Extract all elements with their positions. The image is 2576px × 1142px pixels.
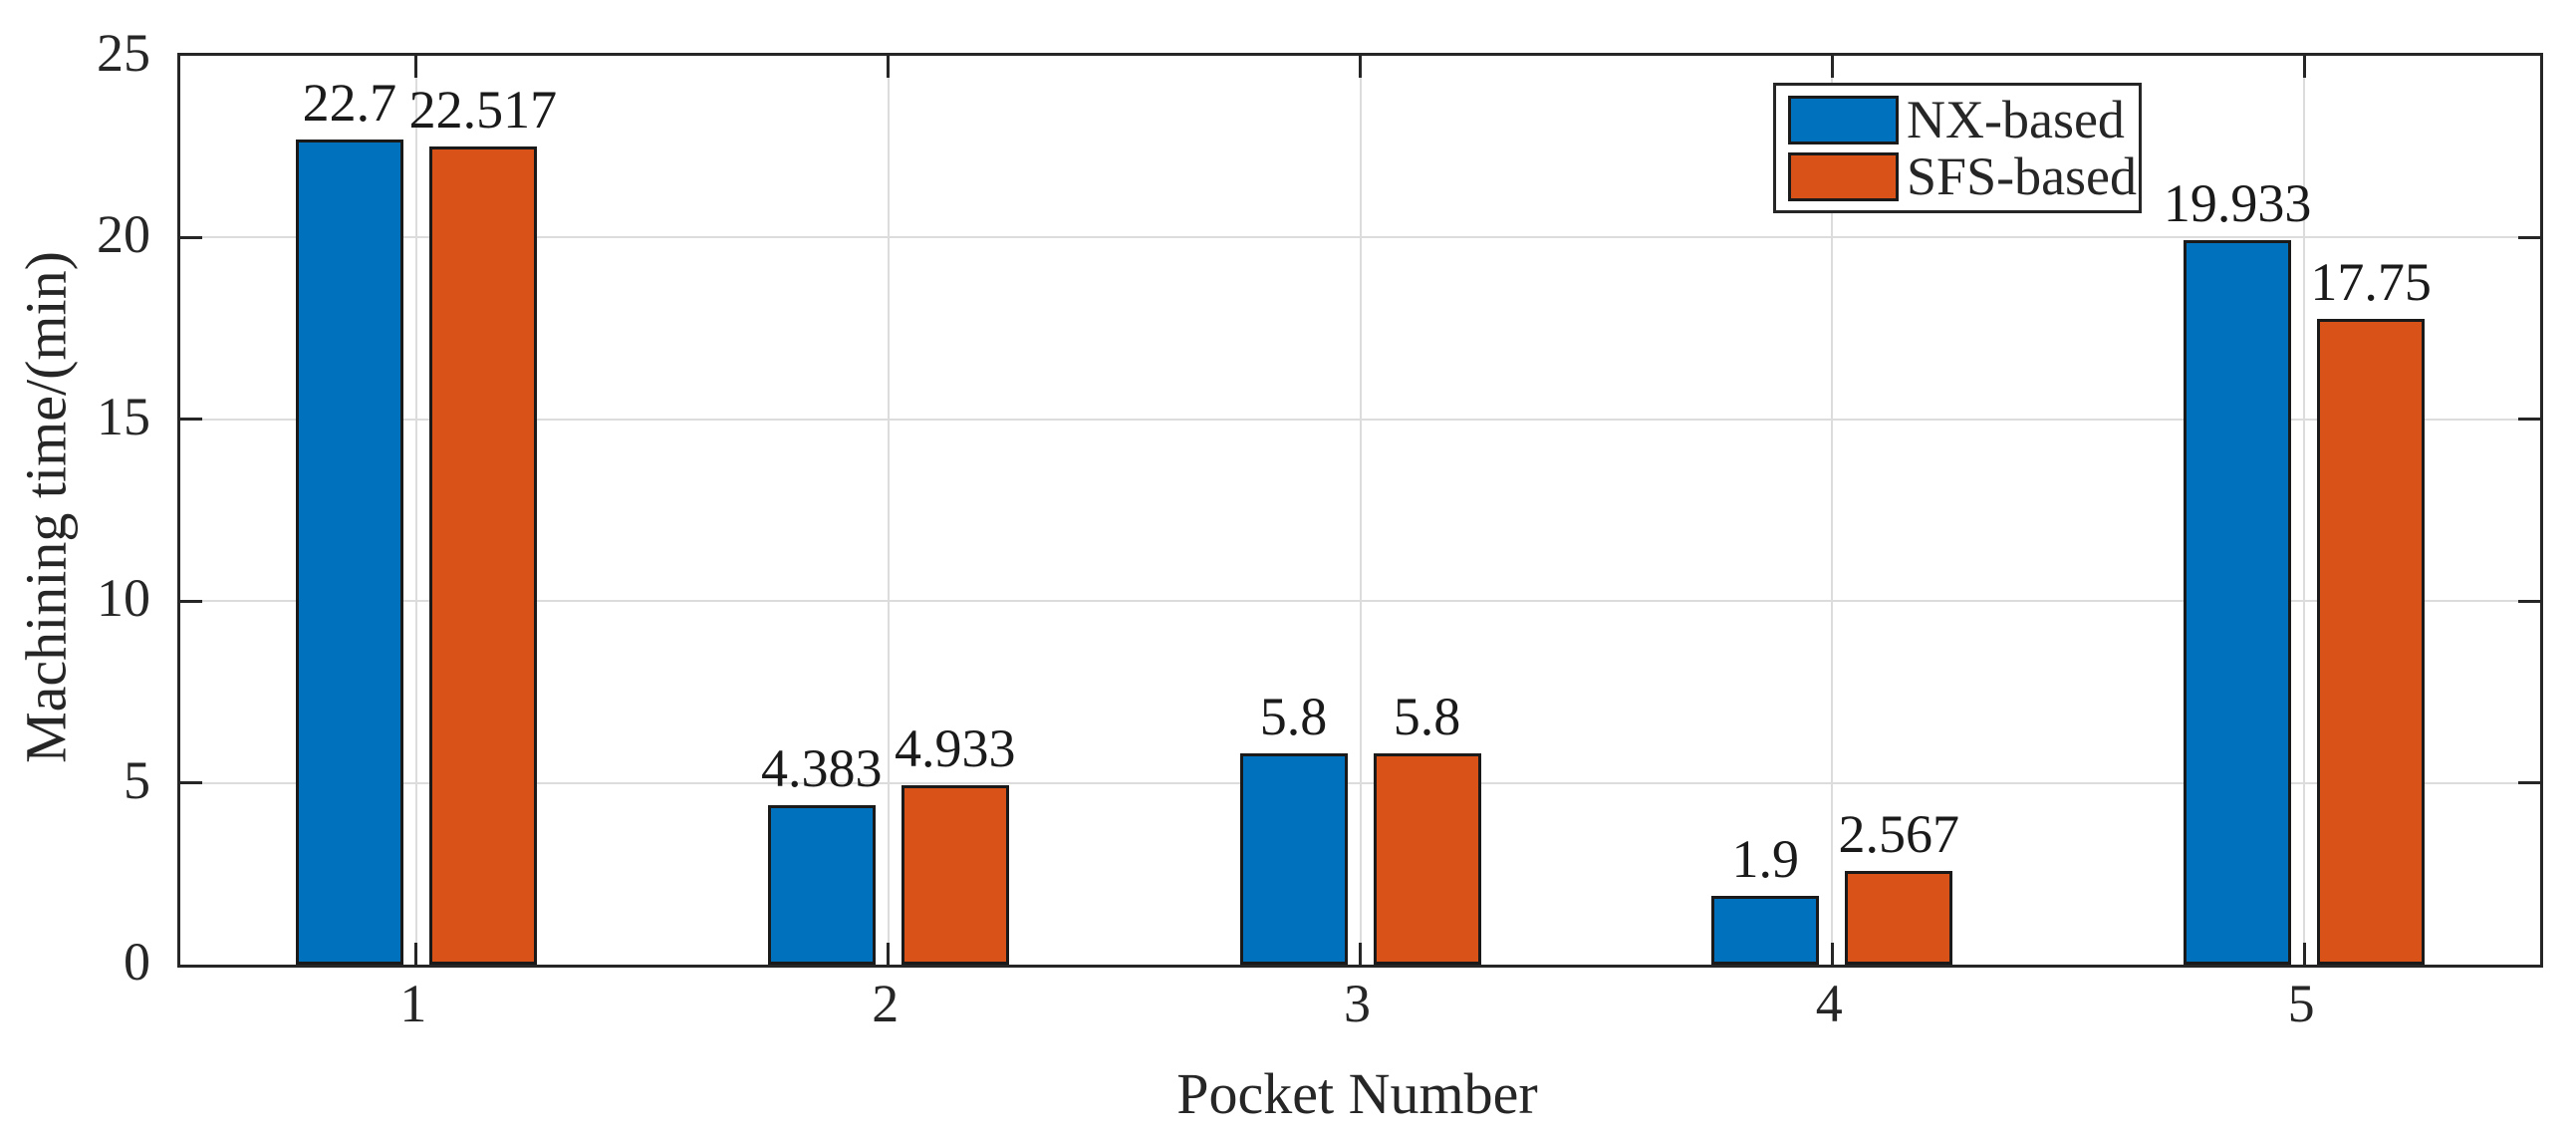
x-tick-top (2302, 56, 2306, 78)
y-tick-label: 5 (124, 749, 150, 810)
x-tick-top (1830, 56, 1834, 78)
y-tick-right (2518, 781, 2540, 785)
x-tick-top (887, 56, 891, 78)
y-tick-label: 20 (97, 204, 150, 265)
y-tick-label: 15 (97, 386, 150, 446)
x-tick-label: 2 (872, 974, 900, 1033)
bar-sfs-based-pocket-5 (2317, 319, 2426, 965)
x-tick-label: 5 (2287, 974, 2315, 1033)
x-tick-top (1359, 56, 1362, 78)
y-tick-left (180, 418, 202, 422)
x-tick-bottom (414, 943, 418, 965)
legend-label-sfs-based: SFS-based (1907, 146, 2138, 206)
x-gridline (2303, 56, 2306, 965)
bar-nx-based-pocket-3 (1239, 753, 1348, 965)
bar-value-label: 2.567 (1838, 804, 1960, 865)
bar-nx-based-pocket-4 (1711, 895, 1820, 965)
bar-value-label: 4.933 (894, 718, 1016, 779)
x-axis-title: Pocket Number (1176, 1061, 1538, 1126)
x-tick-label: 1 (399, 974, 427, 1033)
x-tick-bottom (1830, 943, 1834, 965)
legend-swatch-nx-based (1788, 95, 1899, 144)
bar-value-label: 5.8 (1393, 687, 1461, 747)
x-gridline (1359, 56, 1362, 965)
legend-swatch-sfs-based (1788, 151, 1899, 201)
y-tick-left (180, 599, 202, 603)
bar-sfs-based-pocket-3 (1373, 753, 1481, 965)
y-tick-right (2518, 418, 2540, 422)
bar-nx-based-pocket-1 (295, 139, 403, 965)
x-gridline (1831, 56, 1834, 965)
x-tick-label: 4 (1815, 974, 1843, 1033)
bar-sfs-based-pocket-1 (428, 145, 537, 965)
y-tick-label: 10 (97, 568, 150, 629)
y-tick-label: 25 (97, 23, 150, 83)
y-tick-left (180, 235, 202, 239)
bar-value-label: 22.7 (302, 72, 397, 133)
x-tick-bottom (1359, 943, 1362, 965)
x-gridline (887, 56, 890, 965)
bar-value-label: 17.75 (2310, 252, 2432, 313)
bar-nx-based-pocket-5 (2184, 239, 2292, 965)
x-tick-bottom (887, 943, 891, 965)
bar-value-label: 4.383 (760, 738, 883, 799)
bar-sfs-based-pocket-2 (901, 785, 1009, 965)
x-gridline (414, 56, 417, 965)
y-tick-label: 0 (124, 932, 150, 992)
bar-nx-based-pocket-2 (767, 805, 876, 965)
y-tick-left (180, 781, 202, 785)
x-tick-bottom (2302, 943, 2306, 965)
bar-value-label: 1.9 (1731, 828, 1800, 889)
legend-label-nx-based: NX-based (1907, 90, 2125, 149)
x-tick-top (414, 56, 418, 78)
bar-value-label: 19.933 (2163, 172, 2312, 233)
legend-item-nx-based: NX-based (1788, 90, 2129, 149)
x-tick-label: 3 (1344, 974, 1371, 1033)
legend-item-sfs-based: SFS-based (1788, 149, 2137, 203)
y-tick-right (2518, 235, 2540, 239)
plot-area: 22.7 4.383 5.8 1.9 19.933 22.517 4.933 5.8 2.567… (177, 53, 2543, 968)
bar-value-label: 5.8 (1259, 687, 1328, 747)
bar-value-label: 22.517 (408, 79, 558, 140)
legend: NX-based SFS-based (1773, 83, 2142, 213)
bar-sfs-based-pocket-4 (1845, 871, 1953, 965)
y-axis-title: Machining time/(min) (13, 251, 79, 763)
y-tick-right (2518, 599, 2540, 603)
